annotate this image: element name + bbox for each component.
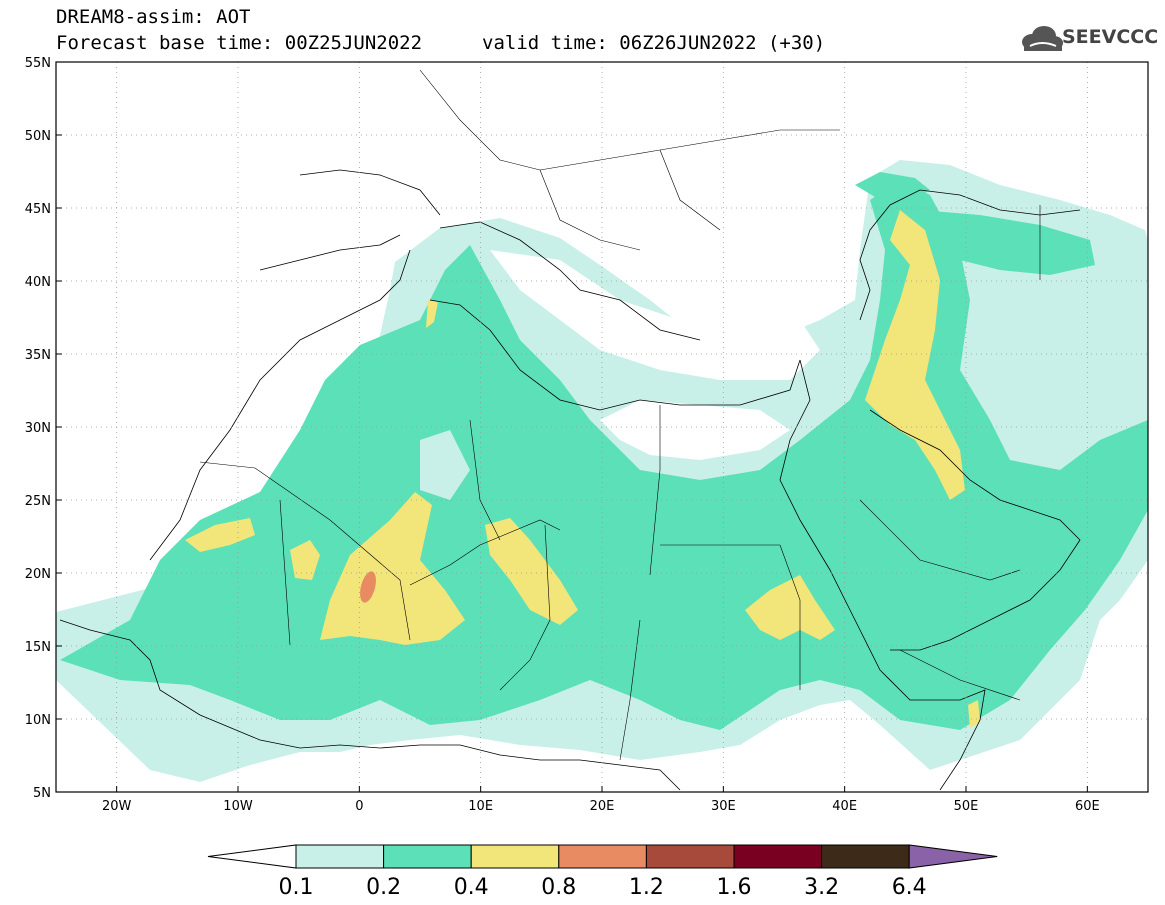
lat-tick-label: 25N: [25, 494, 51, 509]
lon-tick-label: 20E: [590, 799, 615, 814]
lon-tick-label: 40E: [832, 799, 857, 814]
aot-level-04-somalia: [968, 700, 980, 728]
latitude-axis: 55N 50N 45N 40N 35N 30N 25N 20N 15N 10N 5N: [25, 56, 62, 801]
forecast-base-time: Forecast base time: 00Z25JUN2022: [56, 32, 423, 54]
lat-tick-label: 20N: [25, 567, 51, 582]
aot-level-02: [60, 180, 1148, 730]
aot-clear-central: [600, 400, 790, 460]
aot-level-08-niger: [360, 571, 376, 603]
lon-tick-label: 10E: [468, 799, 493, 814]
lat-tick-label: 35N: [25, 348, 51, 363]
coastlines: [59, 169, 1081, 791]
map-grid: [56, 62, 1148, 792]
lat-tick-label: 45N: [25, 202, 51, 217]
aot-clear-libya: [420, 430, 470, 500]
aot-level-04-sudan: [745, 575, 835, 640]
lat-tick-label: 15N: [25, 640, 51, 655]
map-title: DREAM8-assim: AOT: [56, 6, 251, 28]
aot-level-02-eurasia: [855, 172, 930, 205]
lon-tick-label: 30E: [711, 799, 736, 814]
aot-level-04-sahel: [320, 492, 465, 645]
aot-level-04-mali: [290, 540, 320, 580]
borders: [199, 69, 1041, 761]
seevccc-logo: SEEVCCC: [1062, 26, 1159, 48]
lon-tick-label: 10W: [223, 799, 253, 814]
longitude-axis: 20W 10W 0 10E 20E 30E 40E 50E 60E: [102, 786, 1100, 814]
aot-level-04-iraq: [865, 210, 965, 500]
lon-tick-label: 50E: [954, 799, 979, 814]
aot-level-04-chad: [485, 518, 578, 625]
cloud-icon: [1022, 26, 1063, 51]
lat-tick-label: 10N: [25, 713, 51, 728]
aot-level-02-east: [920, 210, 1095, 275]
lat-tick-label: 30N: [25, 421, 51, 436]
lon-tick-label: 20W: [102, 799, 132, 814]
aot-level-04-algeria: [426, 300, 438, 328]
lat-tick-label: 55N: [25, 56, 51, 71]
aot-level-04-mauritania: [185, 518, 255, 552]
lat-tick-label: 5N: [33, 786, 51, 801]
lon-tick-label: 60E: [1075, 799, 1100, 814]
lat-tick-label: 40N: [25, 275, 51, 290]
lon-tick-label: 0: [355, 799, 363, 814]
lat-tick-label: 50N: [25, 129, 51, 144]
valid-time: valid time: 06Z26JUN2022 (+30): [482, 32, 826, 54]
